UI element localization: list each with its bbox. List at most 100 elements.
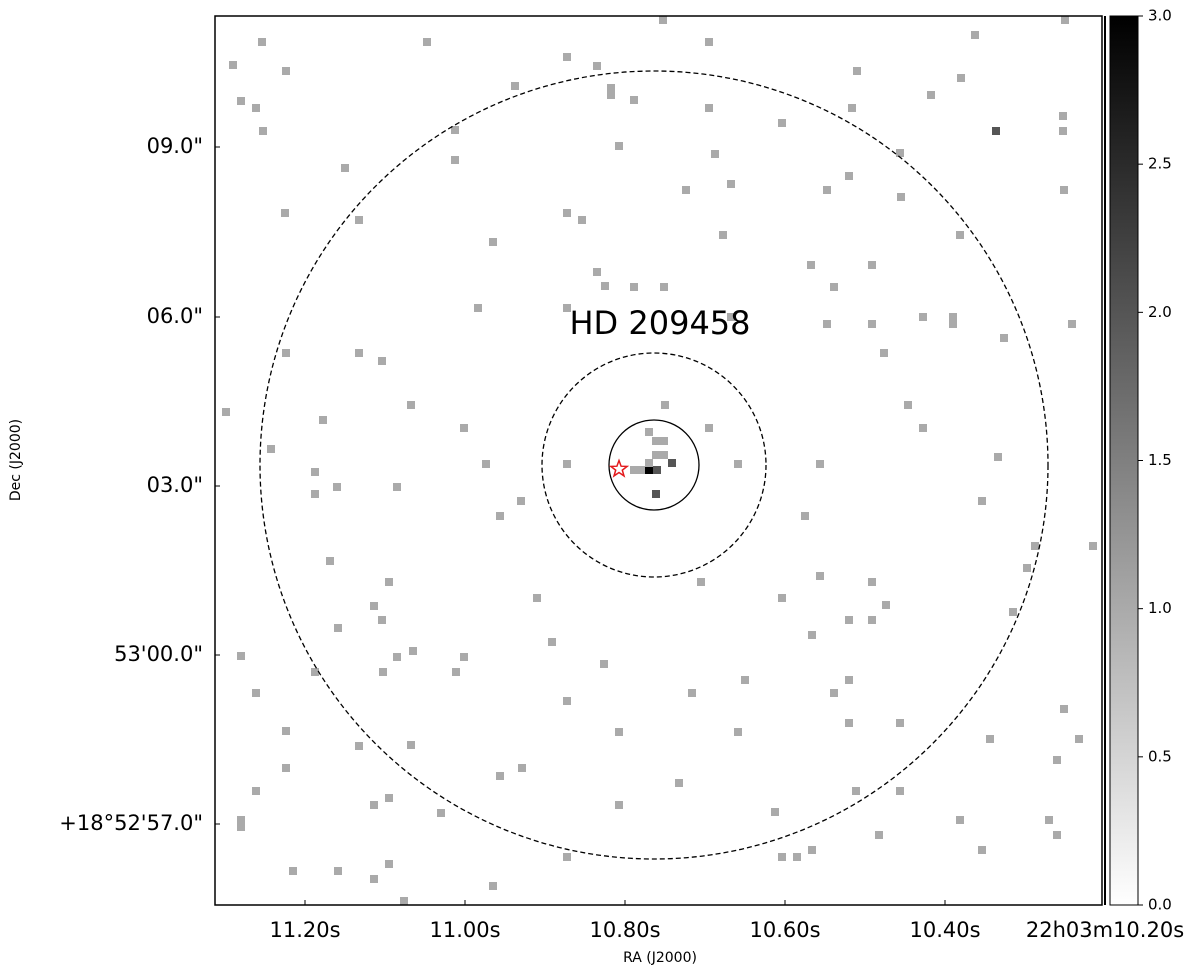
pixel <box>660 437 668 445</box>
pixel <box>385 578 393 586</box>
region-circle <box>259 70 1049 860</box>
pixel <box>333 483 341 491</box>
pixel <box>423 38 431 46</box>
pixel <box>727 180 735 188</box>
star-marker <box>608 458 630 478</box>
x-tick-label: 11.20s <box>269 918 340 942</box>
pixel <box>319 416 327 424</box>
pixel <box>808 631 816 639</box>
pixel <box>882 601 890 609</box>
pixel <box>229 61 237 69</box>
pixel <box>563 209 571 217</box>
pixel <box>734 460 742 468</box>
pixel <box>496 512 504 520</box>
pixel <box>379 668 387 676</box>
pixel <box>1060 186 1068 194</box>
pixel <box>830 689 838 697</box>
pixel <box>258 38 266 46</box>
pixel <box>237 816 245 824</box>
pixel <box>957 74 965 82</box>
pixel <box>282 349 290 357</box>
pixel <box>823 186 831 194</box>
pixel <box>986 735 994 743</box>
pixel <box>533 594 541 602</box>
pixel <box>652 451 660 459</box>
pixel <box>645 459 653 467</box>
pixel <box>697 578 705 586</box>
pixel <box>237 823 245 831</box>
pixel <box>326 557 334 565</box>
pixel <box>949 320 957 328</box>
pixel <box>237 652 245 660</box>
pixel <box>875 831 883 839</box>
pixel <box>252 104 260 112</box>
pixel <box>474 304 482 312</box>
pixel <box>311 468 319 476</box>
pixel <box>919 313 927 321</box>
pixel <box>400 897 408 905</box>
pixel <box>311 668 319 676</box>
pixel <box>1068 320 1076 328</box>
pixel <box>607 91 615 99</box>
pixel <box>511 82 519 90</box>
pixel <box>645 428 653 436</box>
pixel <box>682 186 690 194</box>
pixel <box>853 67 861 75</box>
colorbar <box>1109 15 1139 906</box>
pixel <box>896 149 904 157</box>
pixel <box>711 150 719 158</box>
pixel <box>489 238 497 246</box>
pixel <box>393 483 401 491</box>
pixel <box>578 216 586 224</box>
pixel <box>601 282 609 290</box>
pixel <box>393 653 401 661</box>
pixel <box>1009 608 1017 616</box>
pixel <box>727 313 735 321</box>
pixel <box>281 209 289 217</box>
pixel <box>385 860 393 868</box>
pixel <box>705 104 713 112</box>
y-tick-label: 53'00.0" <box>114 642 203 666</box>
pixel <box>222 408 230 416</box>
pixel <box>615 142 623 150</box>
pixel <box>808 846 816 854</box>
pixel <box>452 668 460 676</box>
pixel <box>607 84 615 92</box>
pixel <box>994 453 1002 461</box>
pixel <box>289 867 297 875</box>
pixel <box>593 62 601 70</box>
colorbar-tick-label: 1.0 <box>1148 599 1172 617</box>
pixel <box>660 451 668 459</box>
pixel <box>904 401 912 409</box>
pixel <box>919 424 927 432</box>
x-tick-label: 11.00s <box>429 918 500 942</box>
pixel <box>370 875 378 883</box>
pixel <box>741 676 749 684</box>
pixel <box>282 764 290 772</box>
pixel <box>778 853 786 861</box>
pixel <box>460 653 468 661</box>
pixel <box>956 816 964 824</box>
pixel <box>355 216 363 224</box>
pixel <box>341 164 349 172</box>
pixel <box>460 424 468 432</box>
pixel <box>661 401 669 409</box>
colorbar-tick-label: 2.0 <box>1148 303 1172 321</box>
pixel <box>845 172 853 180</box>
pixel <box>778 119 786 127</box>
pixel <box>896 787 904 795</box>
x-tick-label: 10.60s <box>749 918 820 942</box>
plot-frame <box>214 15 1103 906</box>
pixel <box>1000 334 1008 342</box>
pixel <box>548 638 556 646</box>
pixel <box>482 460 490 468</box>
pixel <box>830 283 838 291</box>
pixel <box>807 261 815 269</box>
pixel <box>1045 816 1053 824</box>
pixel <box>1075 735 1083 743</box>
pixel <box>868 616 876 624</box>
x-tick-label: 22h03m10.20s <box>1026 918 1184 942</box>
pixel <box>778 594 786 602</box>
pixel <box>1089 542 1097 550</box>
